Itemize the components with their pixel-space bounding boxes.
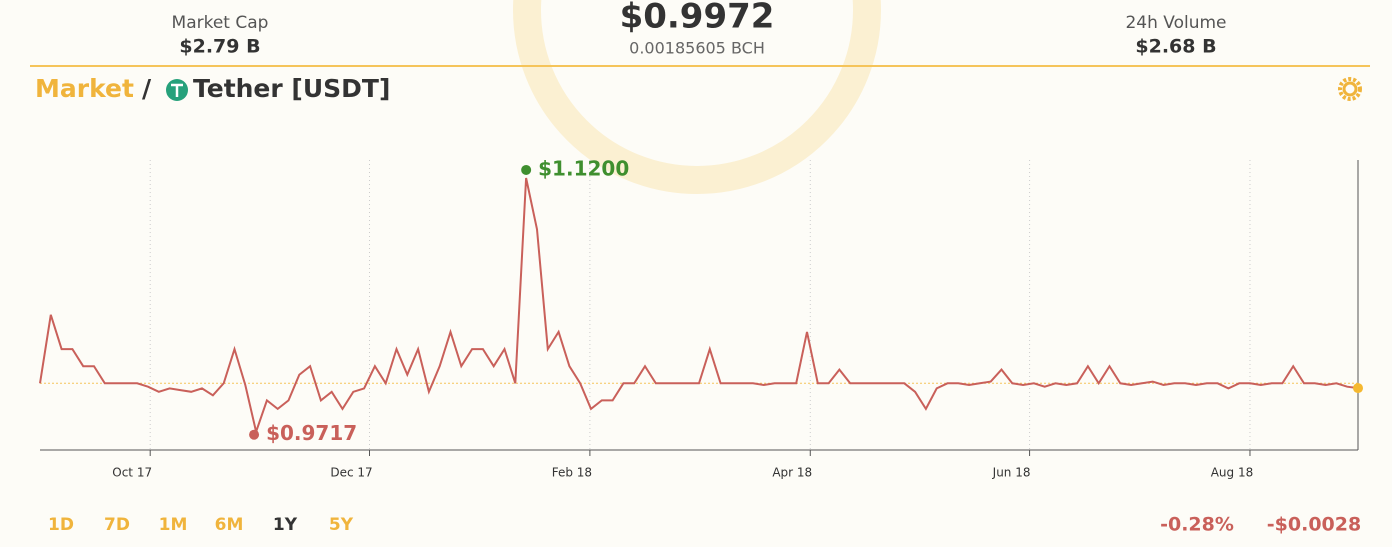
x-tick-label: Feb 18 — [552, 466, 592, 480]
min-point — [249, 429, 260, 440]
min-label: $0.9717 — [266, 421, 357, 445]
max-point — [521, 164, 532, 175]
x-tick-label: Dec 17 — [330, 466, 372, 480]
range-button[interactable]: 6M — [215, 515, 244, 535]
breadcrumb-separator: / — [142, 74, 152, 103]
chart: Oct 17 Dec 17 Feb 18 Apr 18 Jun 18 Aug 18 $1.1… — [39, 156, 1363, 480]
range-button[interactable]: 1Y — [273, 515, 298, 535]
market-cap-label: Market Cap — [172, 13, 269, 33]
gear-ring — [1342, 81, 1358, 97]
price: $0.9972 — [620, 0, 775, 37]
range-button[interactable]: 7D — [104, 515, 130, 535]
gear-teeth — [1338, 77, 1362, 101]
range-button[interactable]: 1D — [48, 515, 74, 535]
last-point — [1353, 383, 1363, 394]
settings-icon[interactable] — [1338, 77, 1362, 101]
x-tick-label: Apr 18 — [772, 466, 812, 480]
price-line — [39, 177, 1359, 436]
change-percent: -0.28% — [1160, 514, 1234, 536]
volume-label: 24h Volume — [1125, 13, 1226, 33]
x-tick-label: Jun 18 — [992, 466, 1031, 480]
volume: $2.68 B — [1135, 36, 1216, 58]
breadcrumb-root[interactable]: Market — [35, 74, 134, 103]
change-absolute: -$0.0028 — [1267, 514, 1361, 536]
range-button[interactable]: 5Y — [329, 515, 354, 535]
controls: 1D 7D 1M 6M 1Y 5Y -0.28% -$0.0028 — [48, 514, 1361, 536]
range-button[interactable]: 1M — [159, 515, 188, 535]
x-tick-label: Oct 17 — [112, 466, 152, 480]
max-label: $1.1200 — [538, 156, 629, 180]
x-tick-label: Aug 18 — [1211, 466, 1254, 480]
price-bch: 0.00185605 BCH — [629, 39, 765, 58]
breadcrumb-coin: Tether [USDT] — [193, 74, 390, 103]
watermark — [513, 0, 881, 194]
market-cap: $2.79 B — [179, 36, 260, 58]
coin-icon-glyph — [171, 83, 183, 97]
